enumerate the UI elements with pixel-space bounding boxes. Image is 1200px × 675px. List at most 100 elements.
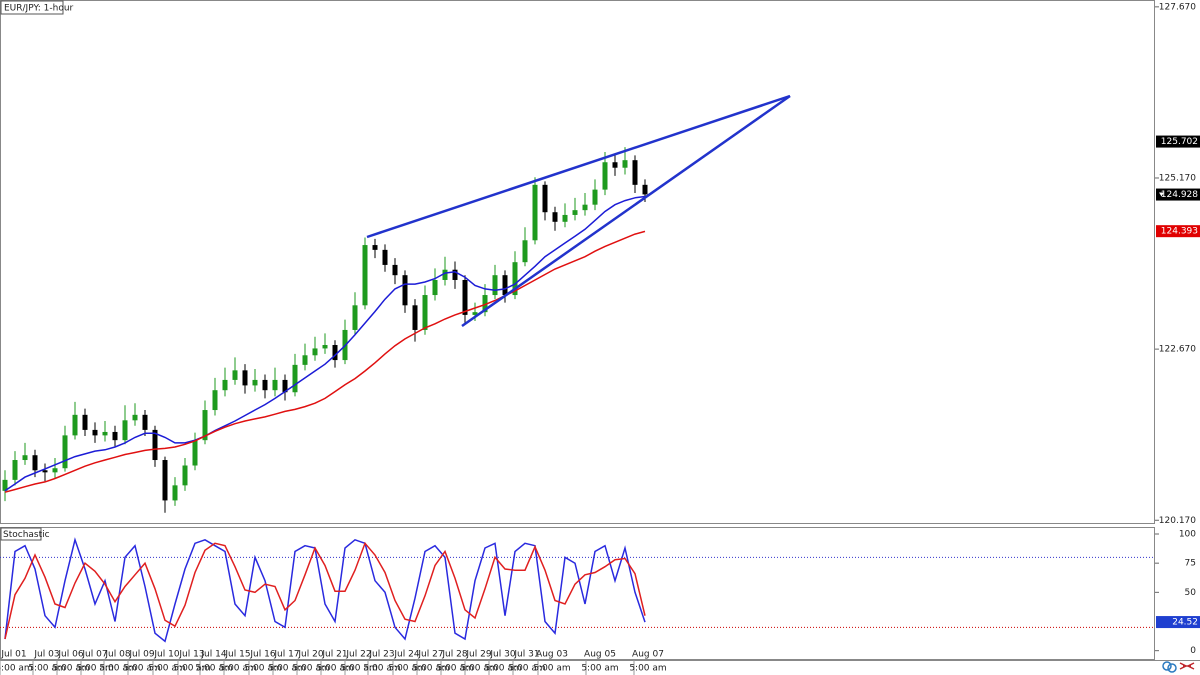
stochastic-title: Stochastic [3, 530, 50, 540]
stochastic-title-box [0, 527, 42, 541]
candle-body [482, 295, 488, 313]
scale-icon[interactable] [1179, 662, 1195, 670]
candle-body [462, 279, 468, 315]
candle-body [172, 485, 178, 501]
x-tick-time-label: 5:00 am [148, 664, 185, 674]
candle-body [332, 345, 338, 361]
candle-body [242, 370, 248, 386]
candle-body [612, 162, 618, 168]
x-tick-time-label: 5:00 am [292, 664, 329, 674]
candle-body [312, 348, 318, 356]
price-marker-label: 24.52 [1172, 618, 1198, 628]
candle-body [432, 279, 438, 296]
x-tick-time-label: 5:00 am [244, 664, 281, 674]
candle-body [412, 305, 418, 330]
price-marker [1156, 225, 1200, 238]
candle-body [82, 414, 88, 430]
x-tick-label: Jul 01 [0, 650, 26, 660]
candle-body [72, 414, 78, 436]
x-tick-time-label: 5:00 am [316, 664, 353, 674]
candle-body [642, 184, 648, 195]
x-tick-time-label: 5:00 am [533, 664, 570, 674]
moving-average [4, 230, 646, 493]
y-tick-label: 122.670 [1159, 345, 1196, 355]
candle-body [532, 184, 538, 241]
candle-body [32, 455, 38, 471]
x-tick-label: Aug 03 [536, 650, 568, 660]
moving-average [4, 195, 646, 492]
candle-body [522, 240, 528, 263]
x-tick-label: Jul 13 [178, 650, 204, 660]
x-tick-label: Jul 24 [393, 650, 419, 660]
candle-body [362, 245, 368, 306]
x-tick-label: Aug 05 [584, 650, 616, 660]
candle-body [562, 214, 568, 222]
stochastic-line [4, 541, 646, 640]
x-tick-label: Jul 10 [153, 650, 179, 660]
candle-body [282, 379, 288, 393]
candle-body [582, 204, 588, 211]
x-tick-time-label: 5:00 am [484, 664, 521, 674]
candle-body [22, 455, 28, 461]
candle-body [542, 184, 548, 213]
candle-body [222, 379, 228, 391]
x-tick-time-label: 5:00 am [460, 664, 497, 674]
y-tick-label: 120.170 [1159, 516, 1196, 526]
x-tick-label: Aug 07 [632, 650, 664, 660]
candle-body [382, 249, 388, 265]
candle-body [162, 460, 168, 501]
x-tick-label: Jul 15 [224, 650, 250, 660]
stochastic-line [4, 537, 646, 643]
x-tick-time-label: 5:00 am [76, 664, 113, 674]
x-tick-label: Jul 17 [273, 650, 299, 660]
candle-body [252, 379, 258, 386]
price-marker [1156, 135, 1200, 148]
candle-body [552, 212, 558, 222]
candle-body [452, 269, 458, 280]
candle-body [392, 264, 398, 276]
x-tick-label: Jul 08 [104, 650, 130, 660]
candle-body [232, 370, 238, 380]
candle-body [212, 390, 218, 411]
y-tick-label: 75 [1185, 559, 1196, 569]
candle-body [202, 410, 208, 441]
x-tick-label: Jul 31 [513, 650, 539, 660]
x-tick-time-label: 5:00 am [195, 664, 232, 674]
candle-body [2, 479, 8, 491]
x-tick-label: Jul 16 [249, 650, 275, 660]
x-tick-label: Jul 20 [297, 650, 323, 660]
wedge-lower-line [461, 94, 791, 328]
link-icon[interactable] [1162, 661, 1172, 671]
candle-body [512, 262, 518, 296]
candle-body [262, 379, 268, 391]
candle-body [122, 420, 128, 441]
x-tick-time-label: 5:00 am [52, 664, 89, 674]
candle-body [302, 355, 308, 365]
x-tick-time-label: 5:00 am [363, 664, 400, 674]
x-tick-time-label: 5:00 am [268, 664, 305, 674]
x-tick-label: Jul 21 [321, 650, 347, 660]
candle-body [422, 295, 428, 330]
candle-body [272, 379, 278, 391]
x-tick-time-label: 5:00 am [99, 664, 136, 674]
price-marker-label: 124.928 [1161, 190, 1198, 200]
y-tick-label: 100 [1179, 530, 1196, 540]
x-tick-time-label: 5:00 am [28, 664, 65, 674]
y-tick-label: 125.170 [1159, 173, 1196, 183]
candle-body [102, 431, 108, 436]
x-tick-time-label: 5:00 am [629, 664, 666, 674]
toolbar-icons[interactable] [1162, 661, 1195, 673]
price-marker [1156, 188, 1200, 201]
candle-body [42, 470, 48, 473]
x-tick-time-label: 5:00 am [508, 664, 545, 674]
x-tick-label: Jul 29 [465, 650, 491, 660]
candle-body [12, 460, 18, 480]
candle-body [132, 414, 138, 421]
candle-body [182, 465, 188, 486]
candle-body [602, 162, 608, 190]
x-tick-time-label: 5:00 am [581, 664, 618, 674]
candle-body [472, 312, 478, 315]
